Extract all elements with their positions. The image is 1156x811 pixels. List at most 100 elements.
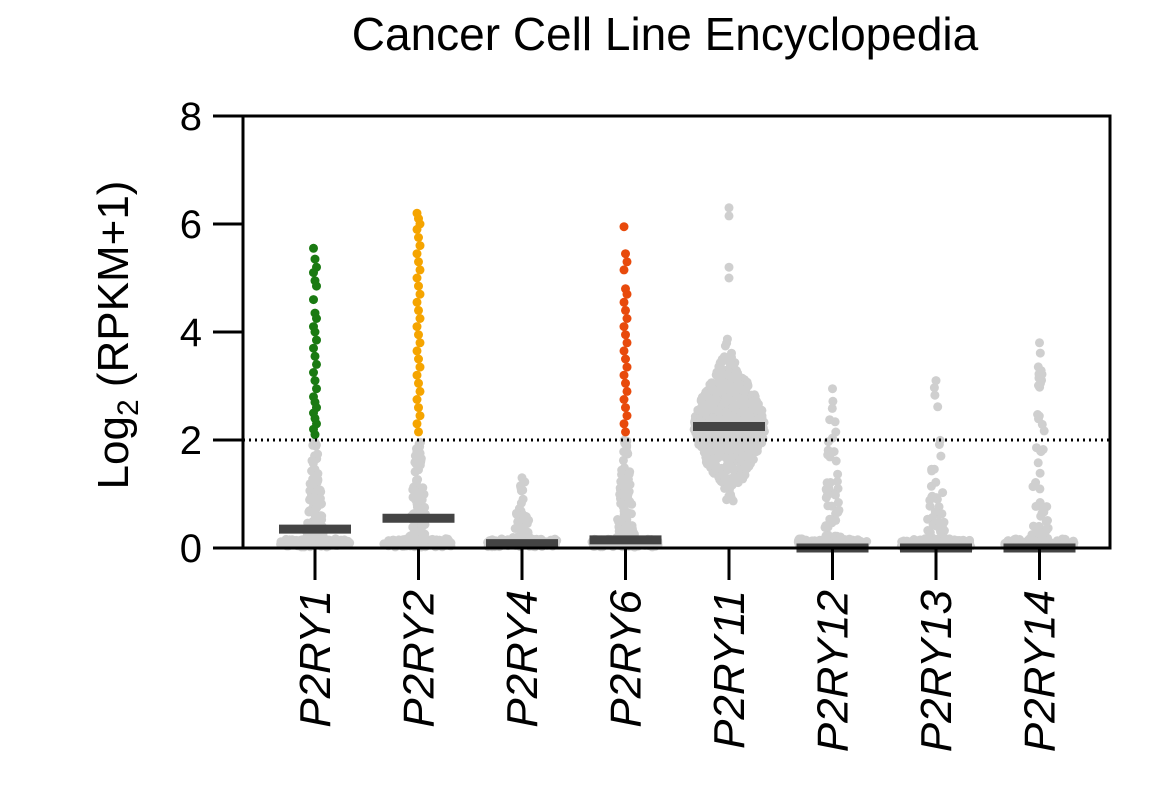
data-point: [1037, 532, 1047, 542]
data-point: [826, 478, 835, 487]
data-point: [309, 492, 319, 502]
data-point: [414, 378, 423, 388]
data-point: [726, 463, 736, 473]
data-point: [412, 297, 422, 307]
data-point: [938, 488, 948, 498]
y-axis-label-subscript: 2: [112, 399, 145, 416]
data-point: [310, 351, 320, 361]
data-point: [757, 411, 767, 421]
data-point: [317, 511, 327, 521]
data-point: [828, 384, 837, 394]
y-tick-label: 4: [180, 311, 202, 355]
y-axis-label: Log2 (RPKM+1): [89, 181, 145, 490]
data-point: [414, 281, 423, 291]
series-P2RY6: [587, 222, 663, 552]
data-point: [513, 523, 523, 533]
series-P2RY12: [793, 384, 872, 552]
data-point: [830, 489, 840, 499]
data-point: [724, 273, 734, 283]
data-point: [724, 262, 734, 272]
data-point: [1035, 338, 1044, 348]
data-point: [412, 419, 422, 429]
data-point: [411, 456, 421, 466]
y-axis-label-suffix: (RPKM+1): [89, 181, 138, 400]
data-point: [744, 462, 754, 472]
data-point: [307, 456, 317, 466]
data-point: [415, 411, 425, 421]
x-tick-label: P2RY4: [498, 590, 547, 728]
data-point: [723, 370, 733, 379]
data-point: [619, 322, 629, 332]
data-point: [621, 305, 630, 315]
data-point: [820, 522, 830, 532]
data-point: [414, 465, 423, 475]
data-point: [618, 455, 628, 465]
data-point: [735, 454, 745, 464]
data-point: [833, 469, 843, 479]
points-layer: [276, 203, 1079, 552]
data-point: [934, 517, 944, 527]
data-point: [1025, 533, 1035, 543]
data-point: [309, 368, 318, 377]
data-point: [739, 393, 749, 403]
data-point: [721, 439, 731, 449]
data-point: [312, 335, 321, 345]
data-point: [707, 385, 717, 395]
data-point: [830, 417, 840, 427]
data-point: [1033, 362, 1043, 372]
data-point: [821, 535, 831, 545]
data-point: [415, 386, 425, 396]
data-point: [927, 492, 937, 502]
data-point: [621, 403, 630, 413]
data-point: [718, 385, 728, 395]
data-point: [828, 433, 837, 443]
median-layer: [279, 422, 1076, 553]
data-point: [415, 289, 425, 299]
data-point: [622, 411, 632, 421]
series-P2RY2: [379, 208, 456, 552]
y-tick-label: 8: [180, 95, 202, 139]
data-point: [827, 403, 837, 413]
data-point: [728, 412, 738, 422]
data-point: [706, 431, 716, 441]
data-point: [418, 483, 428, 493]
data-point: [699, 447, 709, 457]
y-tick-label: 6: [180, 203, 202, 247]
data-point: [929, 383, 939, 393]
data-point: [733, 378, 743, 388]
data-point: [1033, 410, 1043, 419]
data-point: [621, 378, 630, 388]
data-point: [833, 498, 843, 507]
data-point: [724, 203, 734, 213]
data-point: [724, 491, 734, 501]
data-point: [622, 314, 632, 323]
data-point: [622, 483, 632, 493]
data-point: [415, 338, 425, 348]
data-point: [1033, 458, 1043, 468]
x-tick-label: P2RY14: [1016, 590, 1065, 752]
data-point: [733, 368, 742, 378]
series-P2RY13: [896, 376, 976, 552]
data-point: [282, 535, 292, 545]
data-point: [834, 505, 844, 515]
data-point: [614, 526, 624, 536]
data-point: [621, 427, 630, 437]
data-point: [415, 314, 425, 323]
data-point: [700, 441, 710, 451]
data-point: [701, 407, 711, 417]
y-tick-label: 2: [180, 419, 202, 463]
data-point: [940, 535, 950, 545]
data-point: [622, 257, 632, 267]
data-point: [743, 433, 753, 443]
series-P2RY1: [276, 243, 355, 552]
x-tick-label: P2RY11: [705, 590, 754, 749]
data-point: [310, 254, 320, 264]
data-point: [412, 395, 422, 404]
data-point: [621, 354, 630, 364]
data-point: [312, 359, 321, 369]
data-point: [728, 403, 738, 412]
data-point: [412, 224, 422, 234]
data-point: [415, 241, 425, 251]
data-point: [740, 411, 750, 421]
